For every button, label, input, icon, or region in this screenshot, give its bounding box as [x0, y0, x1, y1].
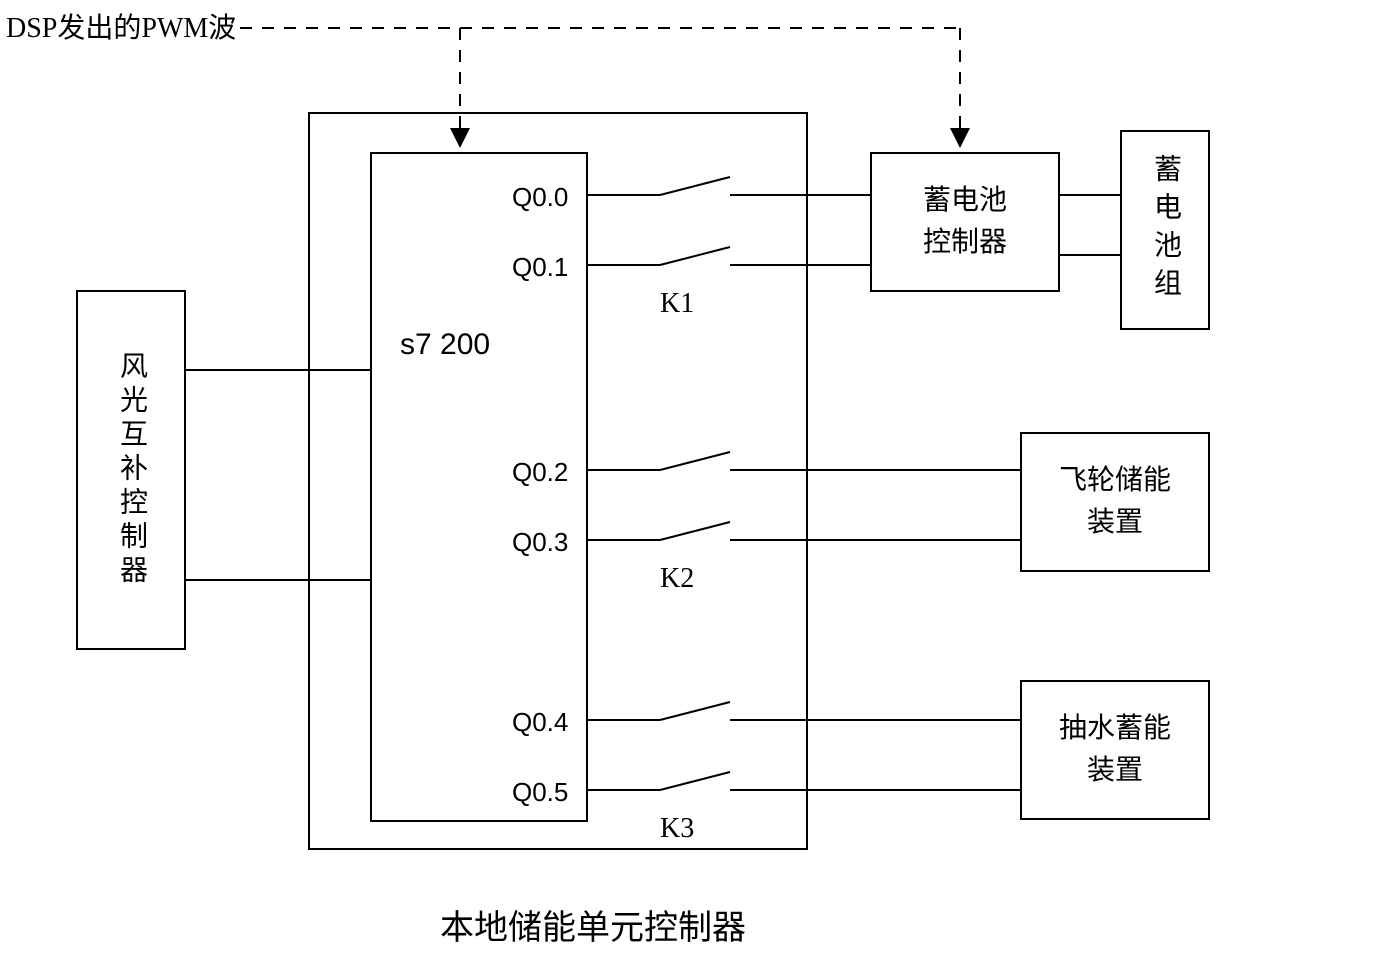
plc-port-q02: Q0.2 [512, 457, 568, 488]
battery-controller-box: 蓄电池 控制器 [870, 152, 1060, 292]
plc-port-q01: Q0.1 [512, 252, 568, 283]
left-controller-box: 风光互补控制器 [76, 290, 186, 650]
flywheel-label-1: 飞轮储能 [1059, 460, 1171, 502]
switch-label-k1: K1 [660, 288, 694, 320]
switch-label-k3: K3 [660, 813, 694, 845]
plc-name: s7 200 [400, 328, 490, 362]
plc-port-q05: Q0.5 [512, 777, 568, 808]
flywheel-box: 飞轮储能 装置 [1020, 432, 1210, 572]
pumped-label-1: 抽水蓄能 [1059, 708, 1171, 750]
plc-port-q00: Q0.0 [512, 182, 568, 213]
battery-pack-label: 蓄电池组 [1145, 154, 1185, 306]
flywheel-label-2: 装置 [1087, 502, 1143, 544]
battery-controller-label-1: 蓄电池 [923, 180, 1007, 222]
battery-controller-label-2: 控制器 [923, 222, 1007, 264]
top-signal-label: DSP发出的PWM波 [6, 6, 236, 46]
diagram-title: 本地储能单元控制器 [440, 900, 746, 949]
plc-port-q04: Q0.4 [512, 707, 568, 738]
switch-label-k2: K2 [660, 563, 694, 595]
pumped-box: 抽水蓄能 装置 [1020, 680, 1210, 820]
battery-pack-box: 蓄电池组 [1120, 130, 1210, 330]
plc-port-q03: Q0.3 [512, 527, 568, 558]
pumped-label-2: 装置 [1087, 750, 1143, 792]
left-controller-label: 风光互补控制器 [111, 351, 151, 589]
